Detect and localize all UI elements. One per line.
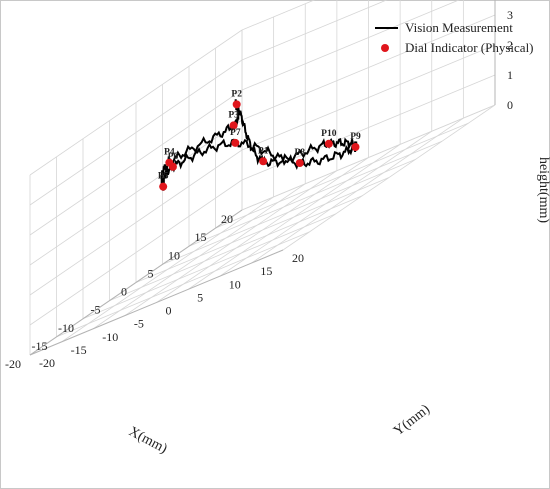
x-tick-label: -15 [32,339,48,353]
point-label-p8: P8 [294,148,305,158]
point-label-p4: P4 [164,148,175,158]
z-axis-label: height(mm) [536,157,550,223]
y-tick-label: -20 [39,356,55,370]
right-wall-grid-line [241,104,496,211]
point-label-p10: P10 [321,129,337,139]
point-label-p3: P3 [228,110,239,120]
point-label-p1: P1 [258,146,269,156]
y-tick-label: 10 [229,277,241,291]
legend-label-dial: Dial Indicator (Physical) [405,40,534,55]
left-wall-grid-line [29,89,243,236]
legend: Vision Measurement Dial Indicator (Physi… [375,20,534,55]
point-label-p5: P5 [158,172,169,182]
right-wall-grid-line [241,0,388,61]
point-label-p6: P6 [168,152,179,162]
x-axis-line [29,209,243,356]
left-wall-grid-line [29,179,243,326]
y-axis-line [29,249,284,356]
x-tick-label: 10 [168,248,180,262]
y-tick-label: -15 [71,343,87,357]
left-wall-grid-line [29,29,243,176]
floor-grid-line [156,157,369,303]
right-wall-grid-line [241,14,496,121]
dial-marker-p10 [324,139,333,148]
x-tick-label: 5 [148,266,154,280]
point-label-p7: P7 [230,128,241,138]
x-tick-label: 20 [221,212,233,226]
dial-marker-p3 [229,121,238,130]
z-tick-label: 2 [507,38,513,52]
left-wall-grid-line [29,119,243,266]
y-tick-label: 15 [260,264,272,278]
z-tick-label: 3 [507,8,513,22]
dial-marker-p2 [232,100,241,109]
y-tick-label: 20 [292,251,304,265]
x-tick-label: -20 [5,357,21,371]
x-tick-label: 15 [195,230,207,244]
y-tick-label: -10 [102,330,118,344]
dial-marker-p8 [295,159,304,167]
x-tick-label: -5 [91,303,101,317]
floor-grid-line [187,144,401,290]
legend-marker-swatch [381,44,389,52]
floor-grid-line [282,104,496,251]
right-wall-grid-line [241,44,496,151]
ticks: -20-15-10-505101520-20-15-10-50510152001… [5,8,513,371]
x-tick-label: -10 [58,321,74,335]
right-wall-grid-line [241,0,316,31]
point-label-p9: P9 [350,132,361,142]
dial-marker-p9 [351,143,360,151]
left-wall-grid-line [29,59,243,206]
dial-marker-p6 [168,162,177,171]
floor-grid-line [93,183,306,330]
y-tick-label: -5 [134,317,144,331]
dial-marker-p7 [231,138,240,147]
left-wall-grid-line [29,149,243,296]
floor-grid-line [219,130,432,277]
dial-marker-p5 [159,182,168,191]
z-tick-label: 0 [507,98,513,112]
right-wall-grid-line [241,0,460,91]
x-tick-label: 0 [121,285,127,299]
dial-indicator-markers: P1 P2 P3 P4 P5 P6 P7 P8 P9 P10 [158,89,361,191]
y-tick-label: 5 [197,290,203,304]
dial-marker-p1 [259,157,268,166]
floor-grid-line [61,196,274,343]
y-tick-label: 0 [166,304,172,318]
legend-label-vision: Vision Measurement [405,20,513,35]
floor-grid-line [124,170,338,316]
floor-grid-line [251,117,464,264]
z-tick-label: 1 [507,68,513,82]
point-label-p2: P2 [231,89,242,99]
